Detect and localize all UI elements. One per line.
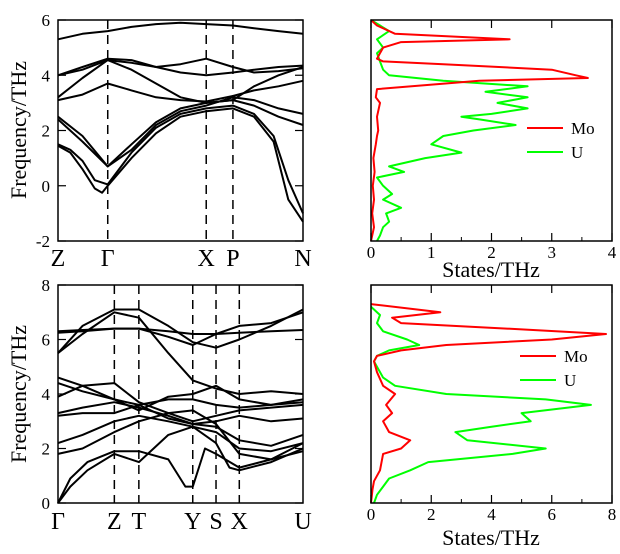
band-0 [58, 23, 303, 40]
kpoint-label: T [132, 509, 147, 535]
x-tick-label: 2 [427, 505, 436, 524]
x-tick-label: 4 [487, 505, 496, 524]
y-axis-label: Frequency/THz [6, 325, 31, 463]
y-tick-label: 6 [42, 331, 51, 350]
kpoint-label: Z [107, 509, 122, 535]
kpoint-label: N [294, 246, 311, 272]
kpoint-label: X [198, 246, 215, 272]
band-7 [58, 106, 303, 214]
band-12 [58, 427, 303, 503]
kpoint-label: Γ [51, 509, 65, 535]
x-tick-label: 6 [548, 505, 557, 524]
y-tick-label: -2 [36, 232, 50, 251]
kpoint-label: U [294, 509, 311, 535]
dos-curve-u [371, 20, 528, 241]
kpoint-label: S [209, 509, 222, 535]
band-3 [58, 60, 303, 103]
kpoint-label: X [231, 509, 248, 535]
dos-curve-mo [371, 304, 606, 503]
band-1 [58, 59, 303, 76]
y-tick-label: 8 [42, 276, 51, 295]
x-tick-label: 1 [427, 243, 436, 262]
legend: Mo U [527, 119, 595, 162]
legend: Mo U [520, 347, 588, 390]
x-tick-label: 0 [367, 243, 376, 262]
y-tick-label: 0 [42, 494, 51, 513]
band-3 [58, 312, 303, 394]
dispersion-top-panel: Z Γ X P N -2 0 2 4 6 Frequency/THz [6, 11, 312, 272]
y-tick-label: 4 [42, 66, 51, 85]
y-tick-label: 4 [42, 385, 51, 404]
y-tick-label: 2 [42, 122, 51, 141]
plot-frame [58, 20, 303, 241]
kpoint-label: Γ [101, 246, 115, 272]
x-axis-label: States/THz [442, 525, 540, 550]
legend-u-label: U [564, 371, 576, 390]
x-tick-label: 8 [608, 505, 617, 524]
kpoint-label: P [226, 246, 239, 272]
legend-u-label: U [571, 143, 583, 162]
band-4 [58, 81, 303, 102]
kpoint-label: Z [51, 246, 66, 272]
x-tick-label: 4 [608, 243, 617, 262]
legend-mo-label: Mo [571, 119, 595, 138]
legend-mo-label: Mo [564, 347, 588, 366]
dispersion-bottom-panel: Γ Z T Y S X U 0 2 4 6 8 Frequency/THz [6, 276, 312, 535]
dos-bottom-panel: 0 2 4 6 8 States/THz Mo U [367, 285, 617, 550]
x-tick-label: 0 [367, 505, 376, 524]
dos-curve-u [371, 307, 591, 503]
band-6 [58, 383, 303, 421]
kpoint-label: Y [184, 509, 201, 535]
y-axis-label: Frequency/THz [6, 61, 31, 199]
band-8 [58, 108, 303, 221]
x-tick-label: 3 [548, 243, 557, 262]
band-11 [58, 443, 303, 503]
x-axis-label: States/THz [442, 257, 540, 282]
y-tick-label: 0 [42, 177, 51, 196]
y-tick-label: 2 [42, 440, 51, 459]
plot-frame [371, 285, 612, 503]
y-tick-label: 6 [42, 11, 51, 30]
